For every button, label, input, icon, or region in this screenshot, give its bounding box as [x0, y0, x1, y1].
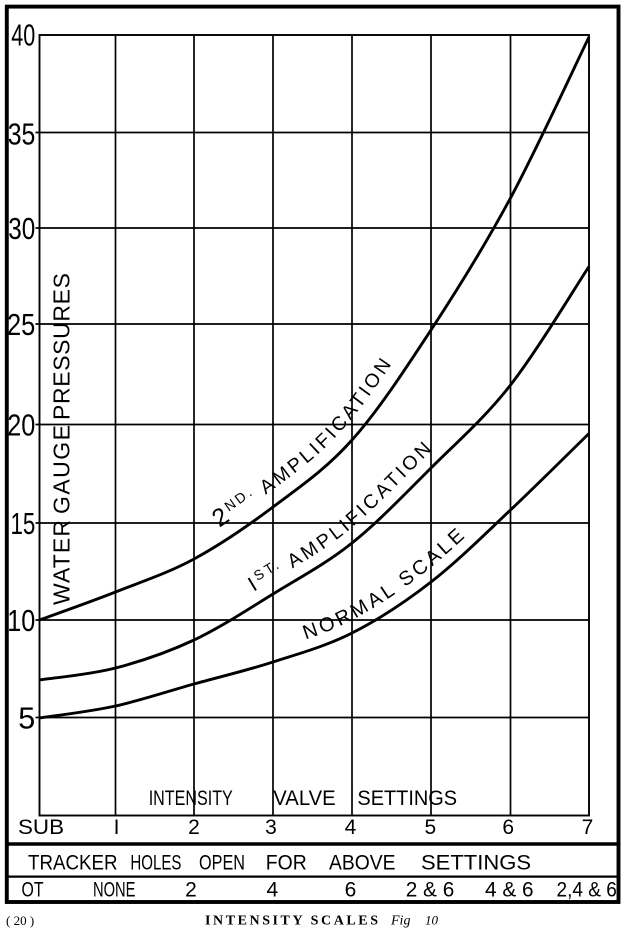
svg-text:4 & 6: 4 & 6: [485, 879, 534, 902]
svg-text:2: 2: [185, 879, 197, 902]
svg-text:SUB: SUB: [18, 816, 64, 839]
svg-text:40: 40: [11, 19, 35, 53]
svg-text:NONE: NONE: [93, 879, 136, 902]
svg-text:TRACKER: TRACKER: [28, 852, 118, 875]
svg-text:INTENSITY: INTENSITY: [149, 787, 233, 810]
svg-text:ABOVE: ABOVE: [329, 852, 396, 875]
svg-text:5: 5: [18, 702, 35, 736]
svg-text:( 20 ): ( 20 ): [6, 913, 34, 928]
svg-text:3: 3: [265, 816, 277, 839]
svg-text:30: 30: [8, 212, 35, 246]
svg-text:PRESSURES: PRESSURES: [49, 273, 75, 420]
svg-text:2,4 & 6: 2,4 & 6: [557, 879, 617, 902]
svg-text:FOR: FOR: [266, 852, 307, 875]
svg-text:INTENSITY SCALES: INTENSITY SCALES: [205, 914, 378, 929]
svg-text:4: 4: [345, 816, 357, 839]
svg-text:15: 15: [11, 507, 36, 541]
svg-text:WATER: WATER: [49, 520, 75, 605]
svg-text:VALVE: VALVE: [273, 787, 335, 810]
svg-text:HOLES: HOLES: [130, 852, 181, 875]
svg-text:20: 20: [7, 409, 35, 443]
svg-text:6: 6: [502, 816, 514, 839]
svg-text:5: 5: [424, 816, 436, 839]
svg-text:7: 7: [582, 816, 594, 839]
svg-text:SETTINGS: SETTINGS: [421, 852, 531, 875]
svg-text:GAUGE: GAUGE: [49, 425, 75, 514]
svg-text:I: I: [114, 816, 120, 839]
svg-text:10: 10: [7, 604, 35, 638]
svg-text:2 & 6: 2 & 6: [406, 879, 455, 902]
svg-text:OT: OT: [22, 879, 44, 902]
svg-text:35: 35: [8, 118, 36, 152]
svg-text:SETTINGS: SETTINGS: [357, 787, 457, 810]
svg-text:4: 4: [266, 879, 278, 902]
svg-text:25: 25: [7, 308, 35, 342]
svg-text:OPEN: OPEN: [199, 852, 245, 875]
svg-text:2: 2: [188, 816, 200, 839]
svg-text:Fig: Fig: [390, 914, 410, 929]
svg-text:10: 10: [425, 913, 439, 928]
svg-text:6: 6: [345, 879, 357, 902]
